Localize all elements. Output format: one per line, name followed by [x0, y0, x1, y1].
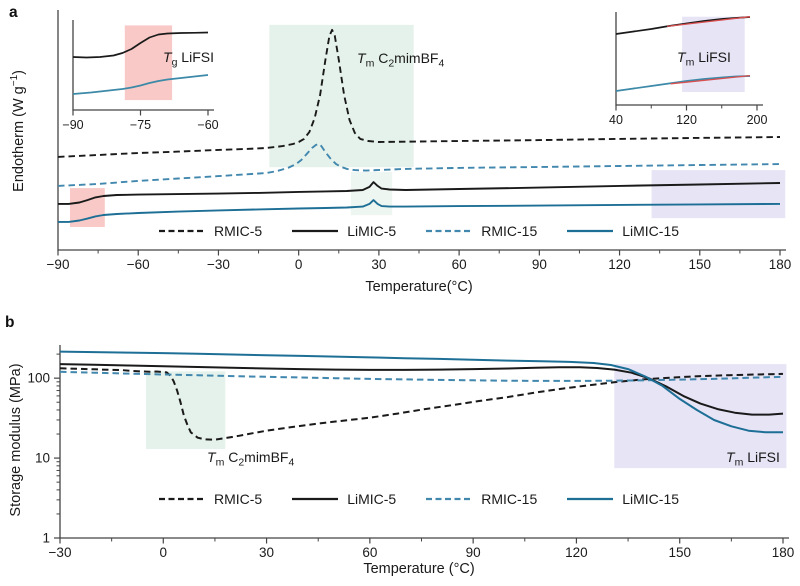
series-LiMIC-15	[58, 199, 781, 223]
legend-item-limic-5: LiMIC-5	[292, 491, 396, 507]
legend-item-rmic-15: RMIC-15	[426, 223, 537, 239]
x-tick-label: 120	[608, 257, 631, 272]
legend-item-limic-15: LiMIC-15	[567, 491, 679, 507]
x-tick-label: 30	[371, 257, 386, 272]
x-tick-label: 60	[362, 545, 377, 560]
legend-item-limic-5: LiMIC-5	[292, 223, 396, 239]
x-tick-label: −30	[49, 545, 72, 560]
solid-line-swatch	[567, 497, 614, 501]
x-tick-label: 30	[259, 545, 274, 560]
dsc-endotherm-chart: −90 −60 −30 0 30 60 90 120 150 180 Tm C2mimBF4 −90 −…	[47, 10, 792, 272]
legend-label: LiMIC-15	[622, 491, 680, 507]
x-tick-label: 40	[609, 113, 623, 127]
panel-a-y-axis-label: Endotherm (W g−1)	[9, 70, 27, 192]
annotation-tg-lifsi: Tg LiFSI	[163, 49, 214, 69]
dashed-line-swatch	[426, 229, 473, 233]
x-tick-label: 120	[565, 545, 588, 560]
x-tick-label: 90	[466, 545, 481, 560]
dashed-line-swatch	[158, 497, 205, 501]
x-tick-label: 180	[772, 545, 795, 560]
tm-lifsi-band-purple-b	[614, 364, 787, 469]
x-tick-label: 0	[160, 545, 168, 560]
x-tick-label: 150	[668, 545, 691, 560]
tm-lifsi-band-purple	[651, 170, 786, 219]
series-LiMIC-15	[59, 350, 783, 434]
tm-c2mimbf4-band-green-b	[146, 371, 226, 449]
legend-item-rmic-15: RMIC-15	[426, 491, 537, 507]
series-RMIC-15	[59, 370, 784, 382]
series-baseline-fit-upper	[667, 16, 751, 28]
tm-c2mimbf4-small-band-green	[350, 172, 393, 216]
annotation-tm-c2mimbf4-a: Tm C2mimBF4	[357, 50, 444, 70]
panel-b-x-axis-label: Temperature (°C)	[363, 561, 475, 577]
y-tick-label: 100	[27, 371, 50, 386]
x-tick-label: 200	[747, 113, 768, 127]
panel-a-x-axis-label: Temperature(°C)	[365, 279, 473, 295]
solid-line-swatch	[567, 229, 614, 233]
legend-label: RMIC-5	[213, 223, 263, 239]
x-tick-label: −60	[127, 257, 150, 272]
legend-label: LiMIC-15	[622, 223, 680, 239]
x-tick-label: 0	[295, 257, 303, 272]
solid-line-swatch	[292, 229, 339, 233]
tm-c2mimbf4-band-green	[269, 24, 414, 168]
legend-label: RMIC-5	[213, 491, 263, 507]
panel-a-label: a	[9, 4, 18, 21]
legend-item-limic-15: LiMIC-15	[567, 223, 679, 239]
panel-b-label: b	[5, 314, 15, 331]
legend-item-rmic-5: RMIC-5	[158, 491, 263, 507]
x-tick-label: −90	[62, 118, 83, 132]
annotation-tm-lifsi-b: Tm LiFSI	[726, 449, 780, 469]
series-LiMIC-5	[58, 181, 781, 205]
legend-label: RMIC-15	[481, 223, 538, 239]
x-tick-label: −75	[130, 118, 151, 132]
annotation-tm-c2mimbf4-b: Tm C2mimBF4	[207, 449, 294, 469]
panel-b-legend: RMIC-5 LiMIC-5 RMIC-15 LiMIC-15	[58, 491, 780, 507]
annotation-tm-lifsi-inset: Tm LiFSI	[677, 49, 731, 69]
panel-a-legend: RMIC-5 LiMIC-5 RMIC-15 LiMIC-15	[58, 223, 780, 239]
series-LiMIC-5-inset	[72, 31, 209, 59]
x-tick-label: 180	[769, 257, 792, 272]
solid-line-swatch	[292, 497, 339, 501]
series-RMIC-5	[59, 367, 784, 441]
x-tick-label: 60	[452, 257, 467, 272]
x-tick-label: −60	[197, 118, 218, 132]
y-tick-label: 1	[42, 531, 50, 546]
legend-label: RMIC-15	[481, 491, 538, 507]
storage-modulus-chart: −30 0 30 60 90 120 150 180 1 10 100 Tm C2mimBF4 Tm L…	[27, 345, 795, 560]
y-tick-label: 10	[35, 451, 50, 466]
legend-label: LiMIC-5	[347, 491, 397, 507]
series-baseline-fit-lower	[670, 74, 751, 85]
x-tick-label: −30	[207, 257, 230, 272]
x-tick-label: −90	[47, 257, 70, 272]
legend-label: LiMIC-5	[347, 223, 397, 239]
x-tick-label: 120	[676, 113, 697, 127]
series-LiMIC-15-inset	[72, 74, 209, 95]
x-tick-label: 90	[532, 257, 547, 272]
x-tick-label: 150	[689, 257, 712, 272]
series-LiMIC-5	[59, 363, 784, 416]
panel-b-y-axis-label: Storage modulus (MPa)	[8, 363, 24, 517]
dashed-line-swatch	[426, 497, 473, 501]
series-RMIC-15	[57, 142, 781, 187]
legend-item-rmic-5: RMIC-5	[158, 223, 263, 239]
dashed-line-swatch	[158, 229, 205, 233]
series-LiMIC-15-inset2	[615, 75, 751, 92]
